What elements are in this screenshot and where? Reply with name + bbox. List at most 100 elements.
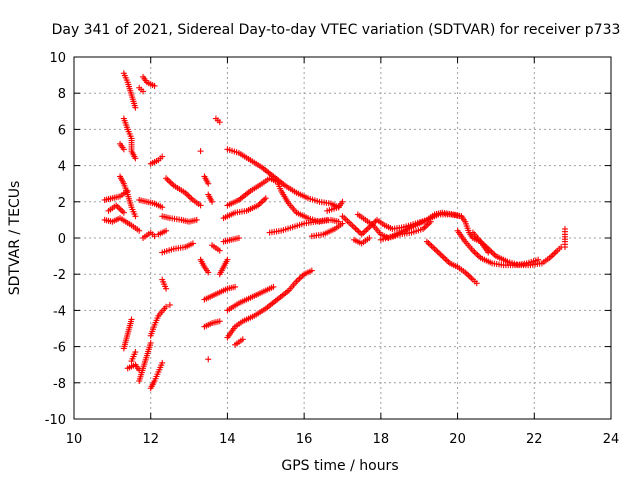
data-point — [463, 270, 470, 277]
data-point — [298, 274, 305, 281]
data-point — [163, 285, 170, 292]
data-point — [548, 253, 555, 260]
data-point — [472, 250, 479, 257]
data-point — [119, 208, 126, 215]
data-point — [423, 238, 430, 245]
x-tick-label: 18 — [373, 432, 390, 447]
data-point — [205, 180, 212, 187]
data-point — [324, 216, 331, 223]
data-point — [197, 148, 204, 155]
data-point — [339, 198, 346, 205]
y-tick-label: -2 — [53, 268, 66, 283]
grid — [74, 57, 611, 419]
x-tick-label: 10 — [66, 432, 83, 447]
data-point — [465, 272, 472, 279]
x-tick-label: 22 — [526, 432, 543, 447]
data-point — [358, 231, 365, 238]
data-point — [443, 257, 450, 264]
data-point — [167, 179, 174, 186]
data-point — [442, 255, 449, 262]
data-point — [169, 181, 176, 188]
data-point — [164, 176, 171, 183]
data-point — [354, 227, 361, 234]
y-tick-label: 10 — [49, 51, 66, 66]
y-tick-label: 4 — [58, 160, 66, 175]
data-point — [132, 349, 139, 356]
data-point — [551, 250, 558, 257]
data-point — [352, 225, 359, 232]
data-point — [360, 229, 367, 236]
data-point — [466, 273, 473, 280]
data-point — [216, 318, 223, 325]
data-point — [261, 196, 268, 203]
data-point — [259, 198, 266, 205]
data-point — [270, 283, 277, 290]
data-point — [363, 227, 370, 234]
data-point — [424, 221, 431, 228]
data-point — [561, 244, 568, 251]
data-point — [193, 216, 200, 223]
data-point — [132, 155, 139, 162]
data-point — [120, 146, 127, 153]
data-point — [473, 280, 480, 287]
data-point — [205, 356, 212, 363]
x-tick-label: 12 — [142, 432, 159, 447]
data-point — [151, 82, 158, 89]
data-point — [128, 316, 135, 323]
data-point — [116, 205, 123, 212]
data-point — [166, 178, 173, 185]
x-tick-label: 20 — [449, 432, 466, 447]
data-point — [437, 251, 444, 258]
data-point — [163, 303, 170, 310]
data-point — [485, 249, 492, 256]
data-point — [366, 235, 373, 241]
y-tick-label: -6 — [53, 341, 66, 356]
data-point — [535, 256, 542, 263]
data-point — [431, 245, 438, 252]
y-tick-label: -8 — [53, 377, 66, 392]
y-tick-label: -10 — [45, 413, 66, 428]
plot-frame — [73, 56, 612, 420]
data-point — [159, 359, 166, 366]
data-point — [262, 195, 269, 202]
data-point — [120, 209, 127, 216]
data-point — [132, 104, 139, 111]
data-point — [258, 199, 265, 206]
data-point — [166, 301, 173, 308]
data-point — [439, 253, 446, 260]
data-point — [216, 119, 223, 126]
data-point — [232, 283, 239, 290]
data-point — [295, 276, 302, 283]
data-point — [209, 198, 216, 205]
data-point — [425, 240, 432, 247]
data-point — [117, 206, 124, 213]
data-point — [151, 233, 158, 240]
data-point — [159, 153, 166, 160]
data-point — [488, 248, 495, 255]
data-point — [235, 235, 242, 241]
data-points — [101, 70, 568, 392]
data-point — [423, 223, 430, 230]
data-point — [132, 213, 139, 220]
data-point — [549, 252, 556, 259]
data-point — [140, 88, 147, 95]
y-axis-label: SDTVAR / TECUs — [7, 181, 23, 296]
data-point — [436, 250, 443, 257]
data-point — [433, 247, 440, 254]
data-point — [428, 242, 435, 249]
data-point — [189, 240, 196, 247]
data-point — [339, 220, 346, 227]
data-point — [471, 249, 478, 256]
x-tick-label: 14 — [219, 432, 236, 447]
data-point — [355, 228, 362, 235]
data-point — [114, 203, 121, 210]
data-point — [216, 247, 223, 254]
chart-title: Day 341 of 2021, Sidereal Day-to-day VTE… — [52, 22, 621, 38]
data-point — [186, 194, 193, 201]
data-point — [197, 202, 204, 209]
data-point — [430, 244, 437, 251]
data-point — [440, 254, 447, 261]
data-point — [224, 256, 231, 263]
